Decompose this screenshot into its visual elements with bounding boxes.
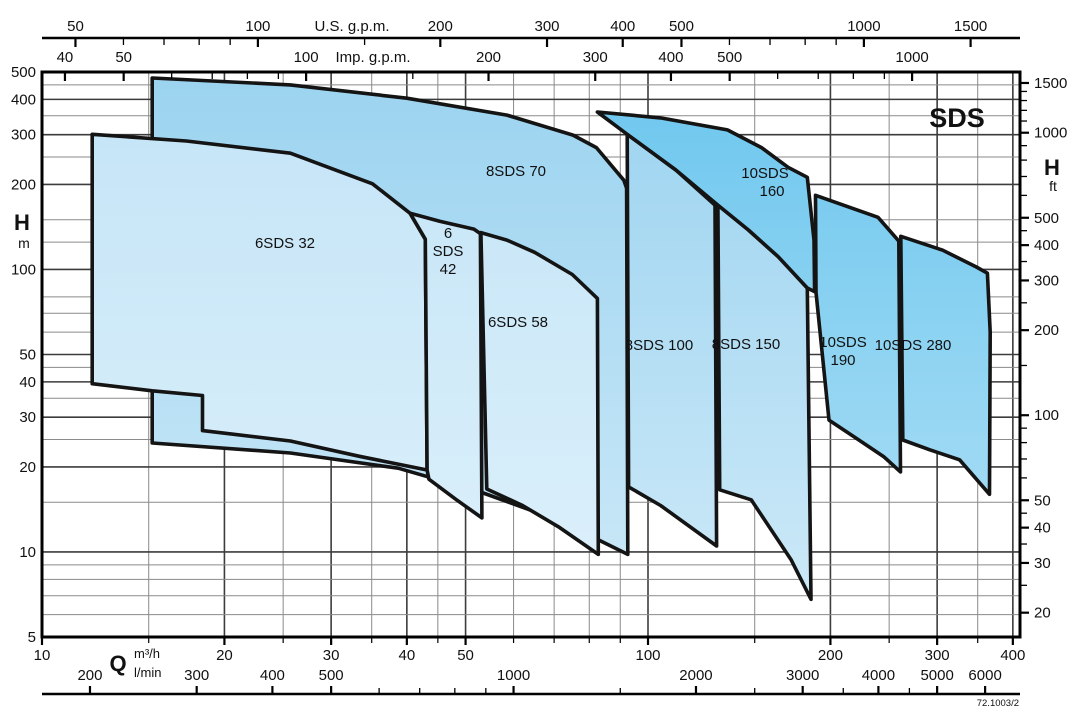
h-ft-tick-label: 40 (1034, 520, 1051, 537)
imp-gpm-tick-label: 40 (57, 49, 74, 66)
q-m3h-tick-label: 200 (818, 647, 843, 664)
region-10sds280 (898, 234, 993, 497)
lmin-tick-label: 3000 (786, 667, 819, 684)
region-6sds42 (408, 211, 484, 520)
region-label-6sds42: SDS (433, 243, 464, 260)
region-label-8sds100: 8SDS 100 (625, 337, 693, 354)
h-m-tick-label: 100 (11, 261, 36, 278)
h-ft-tick-label: 1000 (1034, 125, 1067, 142)
us-gpm-axis-title: U.S. g.p.m. (314, 18, 389, 35)
h-m-tick-label: 300 (11, 127, 36, 144)
region-label-10sds190: 10SDS (819, 334, 867, 351)
lmin-tick-label: 200 (77, 667, 102, 684)
region-label-10sds280: 10SDS 280 (875, 337, 952, 354)
imp-gpm-axis-title: Imp. g.p.m. (335, 49, 410, 66)
h-ft-tick-label: 400 (1034, 237, 1059, 254)
lmin-tick-label: 5000 (920, 667, 953, 684)
imp-gpm-tick-label: 300 (583, 49, 608, 66)
h-m-tick-label: 500 (11, 64, 36, 81)
us-gpm-tick-label: 500 (669, 18, 694, 35)
imp-gpm-tick-label: 50 (115, 49, 132, 66)
axis-right-h-ft: 1500 1000 500 400 300 200 100 50 40 30 20 Hft (1020, 75, 1067, 622)
q-m3h-unit-label: m³/h (134, 646, 160, 661)
q-m3h-tick-label: 400 (1000, 647, 1025, 664)
lmin-tick-label: 6000 (968, 667, 1001, 684)
h-m-axis-title: H (14, 210, 30, 235)
us-gpm-tick-label: 200 (428, 18, 453, 35)
region-label-6sds42: 42 (440, 261, 457, 278)
axis-left-h-m: 500 400 300 200 100 50 40 30 20 10 5 Hm (11, 64, 36, 646)
q-m3h-tick-label: 40 (399, 647, 416, 664)
h-ft-tick-label: 500 (1034, 210, 1059, 227)
region-label-6sds58: 6SDS 58 (488, 314, 548, 331)
region-label-10sds160: 160 (759, 183, 784, 200)
imp-gpm-tick-label: 400 (658, 49, 683, 66)
drawing-code-ref: 72.1003/2 (977, 698, 1019, 709)
plot-border (40, 70, 1022, 639)
lmin-tick-label: 2000 (679, 667, 712, 684)
h-ft-axis-title: H (1044, 155, 1060, 180)
h-m-tick-label: 40 (19, 374, 36, 391)
us-gpm-tick-label: 400 (610, 18, 635, 35)
us-gpm-tick-label: 100 (245, 18, 270, 35)
region-6sds58 (479, 230, 601, 557)
us-gpm-tick-label: 1500 (954, 18, 987, 35)
chart-title: SDS (929, 103, 985, 133)
h-m-tick-label: 5 (28, 629, 36, 646)
h-m-tick-label: 50 (19, 347, 36, 364)
q-axis-title: Q (109, 651, 126, 676)
q-m3h-tick-label: 100 (635, 647, 660, 664)
q-m3h-tick-label: 50 (457, 647, 474, 664)
lmin-tick-label: 1000 (497, 667, 530, 684)
q-lmin-unit-label: l/min (134, 665, 161, 680)
h-ft-tick-label: 50 (1034, 492, 1051, 509)
lmin-tick-label: 4000 (862, 667, 895, 684)
h-ft-tick-label: 1500 (1034, 75, 1067, 92)
imp-gpm-tick-label: 500 (717, 49, 742, 66)
region-label-6sds32: 6SDS 32 (255, 235, 315, 252)
axis-bottom-lmin: 200 300 400 500 1000 2000 3000 4000 5000 6000 (42, 667, 1020, 696)
pump-regions (90, 76, 993, 602)
us-gpm-tick-label: 300 (535, 18, 560, 35)
region-10sds190 (813, 193, 903, 474)
h-ft-tick-label: 200 (1034, 322, 1059, 339)
h-m-tick-label: 30 (19, 409, 36, 426)
h-m-tick-label: 400 (11, 91, 36, 108)
q-m3h-tick-label: 20 (216, 647, 233, 664)
axis-top-imp-gpm: 40 50 100 200 300 400 500 1000 Imp. g.p.m. (57, 49, 929, 81)
axis-bottom-m3h: 10 20 30 40 50 100 200 300 400 Q m³/h l/min (34, 637, 1025, 680)
h-ft-tick-label: 20 (1034, 605, 1051, 622)
h-ft-tick-label: 30 (1034, 555, 1051, 572)
region-label-8sds150: 8SDS 150 (712, 336, 780, 353)
region-label-10sds190: 190 (830, 352, 855, 369)
region-label-8sds70: 8SDS 70 (486, 163, 546, 180)
q-m3h-tick-label: 10 (34, 647, 51, 664)
h-m-tick-label: 20 (19, 459, 36, 476)
q-m3h-tick-label: 30 (323, 647, 340, 664)
us-gpm-tick-label: 1000 (847, 18, 880, 35)
imp-gpm-tick-label: 100 (294, 49, 319, 66)
lmin-tick-label: 300 (184, 667, 209, 684)
q-m3h-tick-label: 300 (925, 647, 950, 664)
us-gpm-tick-label: 50 (67, 18, 84, 35)
lmin-tick-label: 400 (260, 667, 285, 684)
h-ft-tick-label: 100 (1034, 407, 1059, 424)
lmin-tick-label: 500 (319, 667, 344, 684)
imp-gpm-tick-label: 1000 (895, 49, 928, 66)
axis-top-us-gpm: 50 100 200 300 400 500 1000 1500 U.S. g.p.m. (42, 18, 1020, 47)
region-6sds32 (90, 132, 429, 472)
h-m-tick-label: 10 (19, 544, 36, 561)
h-m-axis-unit: m (18, 235, 30, 251)
h-m-tick-label: 200 (11, 176, 36, 193)
h-ft-axis-unit: ft (1049, 178, 1057, 194)
imp-gpm-tick-label: 200 (476, 49, 501, 66)
region-label-6sds42: 6 (444, 225, 452, 242)
region-label-10sds160: 10SDS (741, 165, 789, 182)
h-ft-tick-label: 300 (1034, 272, 1059, 289)
